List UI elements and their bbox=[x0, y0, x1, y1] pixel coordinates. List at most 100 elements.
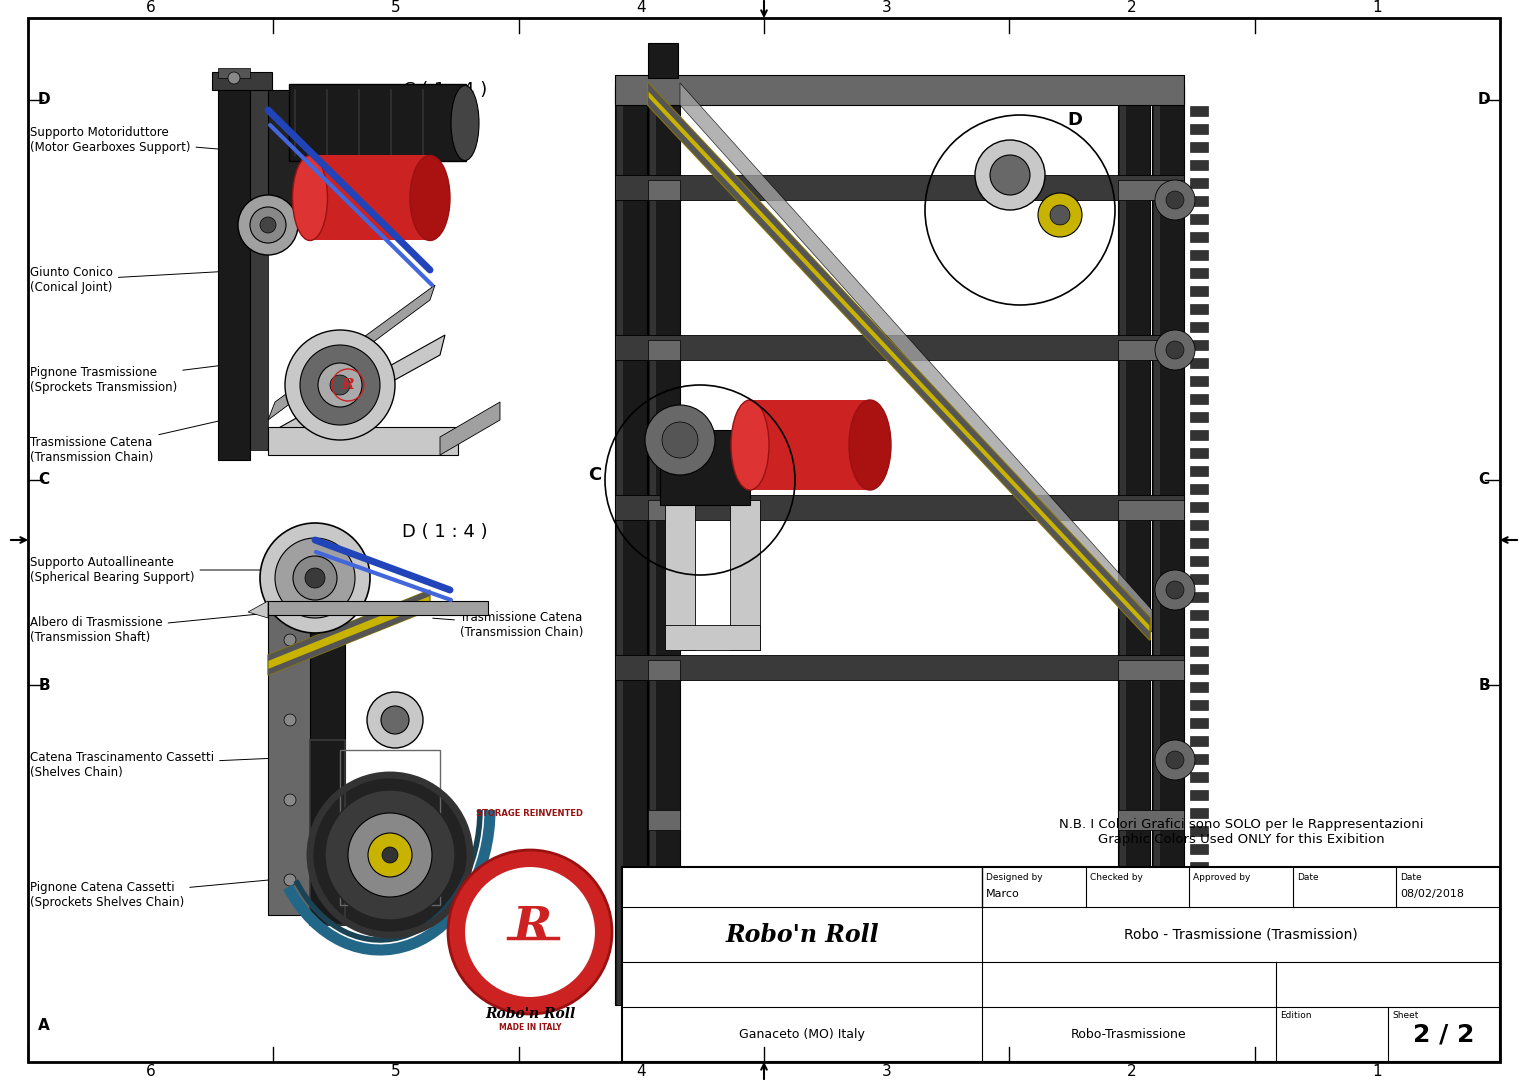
Bar bbox=[622, 867, 1500, 1062]
Bar bbox=[1190, 880, 1209, 890]
Text: D ( 1 : 4 ): D ( 1 : 4 ) bbox=[402, 523, 487, 541]
Polygon shape bbox=[267, 604, 429, 675]
Circle shape bbox=[275, 538, 354, 618]
Text: Pignone Trasmissione
(Sprockets Transmission): Pignone Trasmissione (Sprockets Transmis… bbox=[31, 361, 263, 394]
Bar bbox=[1190, 106, 1209, 116]
Bar bbox=[1190, 448, 1209, 458]
Bar bbox=[1190, 627, 1209, 638]
Circle shape bbox=[284, 714, 296, 726]
Bar bbox=[665, 625, 759, 650]
Circle shape bbox=[1166, 896, 1184, 914]
Bar bbox=[1190, 357, 1209, 368]
Bar bbox=[1190, 951, 1209, 962]
Bar bbox=[1190, 465, 1209, 476]
Bar bbox=[310, 555, 345, 924]
Bar bbox=[1190, 124, 1209, 134]
Ellipse shape bbox=[850, 400, 891, 490]
Text: C: C bbox=[38, 473, 49, 487]
Bar bbox=[1190, 681, 1209, 692]
Circle shape bbox=[330, 375, 350, 395]
Bar bbox=[1190, 519, 1209, 530]
Bar bbox=[1118, 85, 1151, 1005]
Text: N.B. I Colori Grafici sono SOLO per le Rappresentazioni
Graphic Colors Used ONLY: N.B. I Colori Grafici sono SOLO per le R… bbox=[1059, 818, 1423, 846]
Text: Date: Date bbox=[1400, 873, 1423, 882]
Bar bbox=[1118, 810, 1184, 831]
Circle shape bbox=[1166, 191, 1184, 210]
Polygon shape bbox=[267, 590, 429, 661]
Text: Robo-Trasmissione: Robo-Trasmissione bbox=[1071, 1028, 1187, 1041]
Bar bbox=[665, 500, 695, 650]
Bar bbox=[1190, 808, 1209, 818]
Circle shape bbox=[1155, 180, 1195, 220]
Bar bbox=[1118, 500, 1184, 519]
Polygon shape bbox=[648, 83, 1151, 640]
Bar bbox=[648, 85, 680, 1005]
Bar bbox=[648, 340, 680, 360]
Bar bbox=[1190, 718, 1209, 728]
Text: A: A bbox=[38, 1017, 50, 1032]
Circle shape bbox=[284, 794, 296, 806]
Bar bbox=[267, 427, 458, 455]
Bar bbox=[1190, 826, 1209, 836]
Text: Robo'n Roll: Robo'n Roll bbox=[484, 1007, 575, 1021]
Bar bbox=[614, 175, 1184, 200]
Text: Approved by: Approved by bbox=[1193, 873, 1250, 882]
Text: 2: 2 bbox=[1128, 0, 1137, 15]
Circle shape bbox=[260, 217, 277, 233]
Bar bbox=[1190, 430, 1209, 440]
Bar bbox=[1154, 85, 1160, 1005]
Text: Trasmissione Catena
(Transmission Chain): Trasmissione Catena (Transmission Chain) bbox=[432, 611, 584, 639]
Text: D: D bbox=[38, 93, 50, 108]
Ellipse shape bbox=[410, 156, 451, 241]
Text: 3: 3 bbox=[882, 1065, 891, 1080]
Bar bbox=[614, 85, 646, 1005]
Bar bbox=[251, 90, 267, 450]
Polygon shape bbox=[680, 83, 1152, 632]
Circle shape bbox=[465, 866, 596, 998]
Bar bbox=[648, 660, 680, 680]
Bar bbox=[1118, 180, 1184, 200]
Bar bbox=[1118, 930, 1184, 950]
Bar bbox=[1190, 862, 1209, 872]
Bar bbox=[1190, 556, 1209, 566]
Bar bbox=[1190, 195, 1209, 206]
Text: C: C bbox=[1479, 473, 1490, 487]
Circle shape bbox=[1166, 751, 1184, 769]
Bar bbox=[1190, 754, 1209, 764]
Bar bbox=[1190, 789, 1209, 800]
Circle shape bbox=[1155, 330, 1195, 370]
Bar bbox=[1120, 85, 1126, 1005]
Circle shape bbox=[662, 422, 698, 458]
Bar bbox=[267, 600, 487, 615]
Bar bbox=[219, 80, 251, 460]
Text: Ganaceto (MO) Italy: Ganaceto (MO) Italy bbox=[740, 1028, 865, 1041]
Text: 1: 1 bbox=[1372, 1065, 1383, 1080]
Text: 08/02/2018: 08/02/2018 bbox=[1400, 889, 1464, 899]
Bar bbox=[648, 43, 678, 78]
Circle shape bbox=[1155, 570, 1195, 610]
Polygon shape bbox=[648, 83, 1151, 626]
Bar bbox=[1190, 772, 1209, 782]
Bar bbox=[648, 500, 680, 519]
Text: B: B bbox=[1478, 677, 1490, 692]
Circle shape bbox=[1038, 193, 1082, 237]
Bar bbox=[1190, 394, 1209, 404]
Circle shape bbox=[286, 330, 396, 440]
Circle shape bbox=[251, 207, 286, 243]
Text: Checked by: Checked by bbox=[1089, 873, 1143, 882]
Bar bbox=[614, 75, 1184, 105]
Bar bbox=[1190, 322, 1209, 332]
Text: Albero di Trasmissione
(Transmission Shaft): Albero di Trasmissione (Transmission Sha… bbox=[31, 610, 298, 644]
Text: 3: 3 bbox=[882, 0, 891, 15]
Bar bbox=[1190, 411, 1209, 422]
Bar bbox=[649, 85, 656, 1005]
Text: Sheet: Sheet bbox=[1392, 1011, 1418, 1020]
Text: 2 / 2: 2 / 2 bbox=[1413, 1023, 1475, 1047]
Bar bbox=[614, 654, 1184, 680]
Text: 4: 4 bbox=[637, 1065, 646, 1080]
Bar bbox=[614, 495, 1184, 519]
Circle shape bbox=[367, 692, 423, 748]
FancyBboxPatch shape bbox=[289, 84, 466, 161]
Bar bbox=[648, 810, 680, 831]
Circle shape bbox=[348, 813, 432, 897]
